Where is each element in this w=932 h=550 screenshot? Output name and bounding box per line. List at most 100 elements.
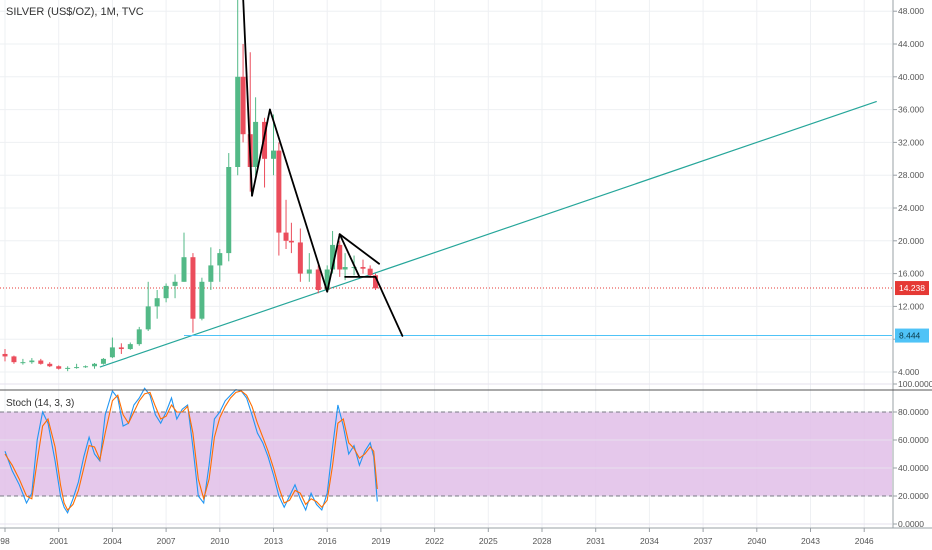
candle-body	[226, 167, 232, 254]
x-tick-label: 2043	[801, 536, 820, 546]
candle-body	[342, 267, 348, 270]
stoch-grid	[0, 383, 892, 525]
stoch-y-tick-label: 20.0000	[898, 491, 929, 501]
candle-body	[297, 242, 303, 274]
stoch-y-tick-label: 0.0000	[898, 519, 924, 529]
candle	[226, 153, 232, 262]
x-tick-label: 2040	[747, 536, 766, 546]
x-tick-label: 2013	[264, 536, 283, 546]
candle-body	[29, 360, 35, 363]
candle-body	[83, 366, 89, 368]
candle	[283, 199, 289, 249]
candle	[217, 249, 223, 282]
candle	[172, 274, 178, 299]
candle	[145, 281, 151, 331]
y-tick-label: 20.000	[898, 236, 924, 246]
candle	[100, 358, 106, 365]
stoch-line-d	[4, 390, 378, 511]
candle-body	[190, 257, 196, 319]
candle	[360, 259, 366, 274]
candle-body	[163, 285, 169, 299]
pattern-drawings	[242, 0, 404, 337]
candle-body	[154, 298, 160, 307]
candle-body	[360, 267, 366, 269]
candle-body	[240, 76, 246, 135]
x-tick-label: 2025	[479, 536, 498, 546]
candle	[208, 247, 214, 290]
candle-body	[145, 306, 151, 330]
x-tick-label: 2001	[49, 536, 68, 546]
candle-body	[74, 367, 80, 369]
candle-body	[262, 121, 268, 159]
candle-body	[20, 362, 26, 364]
stoch-y-tick-label: 40.0000	[898, 463, 929, 473]
candle	[56, 365, 62, 370]
y-tick-label: 48.000	[898, 6, 924, 16]
candle-body	[109, 347, 115, 358]
x-tick-label: 2034	[640, 536, 659, 546]
candle-body	[235, 76, 241, 167]
candle	[262, 117, 268, 188]
candle-body	[283, 232, 289, 241]
pattern-line	[326, 233, 341, 293]
stoch-y-tick-label: 80.0000	[898, 407, 929, 417]
candle	[288, 222, 294, 254]
candle	[11, 355, 17, 364]
candle	[297, 228, 303, 282]
candle-body	[199, 281, 205, 319]
candle	[163, 283, 169, 303]
stoch-title: Stoch (14, 3, 3)	[6, 398, 75, 409]
candle	[136, 326, 142, 346]
stoch-band-fill	[0, 412, 892, 496]
x-tick-label: 2016	[318, 536, 337, 546]
candle-body	[288, 240, 294, 243]
pattern-line	[338, 233, 381, 265]
stoch-y-tick-label: 100.0000	[898, 379, 932, 389]
x-tick-label: 2037	[694, 536, 713, 546]
candle	[65, 366, 71, 372]
last-price-tag-bg	[895, 281, 929, 296]
candle-body	[306, 269, 312, 274]
candle-body	[315, 269, 321, 290]
x-tick-label: 2019	[371, 536, 390, 546]
y-tick-label: 44.000	[898, 39, 924, 49]
candle-body	[118, 347, 124, 350]
y-tick-label: 32.000	[898, 137, 924, 147]
candle	[109, 337, 115, 359]
x-tick-label: 2022	[425, 536, 444, 546]
candle-body	[56, 366, 62, 369]
candle-body	[2, 353, 8, 357]
x-tick-label: 2010	[210, 536, 229, 546]
candle-body	[92, 363, 97, 367]
main-reference-lines	[0, 100, 892, 368]
candle	[315, 265, 321, 294]
candle-body	[38, 360, 44, 364]
candle	[47, 362, 53, 368]
candle	[271, 114, 276, 176]
candle	[20, 358, 26, 365]
candle-body	[11, 356, 17, 363]
candle-body	[330, 244, 336, 270]
candle	[2, 349, 8, 362]
candle-body	[217, 253, 223, 266]
last-price-tag: 14.238	[895, 281, 929, 296]
last-price-tag-text: 14.238	[899, 283, 925, 293]
x-tick-label: 2007	[157, 536, 176, 546]
chart-title: SILVER (US$/OZ), 1M, TVC	[6, 6, 144, 18]
candle	[276, 142, 282, 256]
candle	[127, 342, 133, 350]
y-tick-label: 36.000	[898, 105, 924, 115]
stoch-lines	[4, 387, 378, 515]
candle-body	[65, 367, 71, 369]
x-tick-label: 2028	[533, 536, 552, 546]
candle-body	[337, 244, 343, 270]
pattern-line	[242, 0, 253, 197]
x-tick-label: 2004	[103, 536, 122, 546]
axes	[0, 0, 932, 532]
candle-body	[100, 358, 106, 364]
support-tag: 8.444	[895, 328, 929, 343]
candle	[181, 232, 187, 282]
x-tick-label: 2031	[586, 536, 605, 546]
